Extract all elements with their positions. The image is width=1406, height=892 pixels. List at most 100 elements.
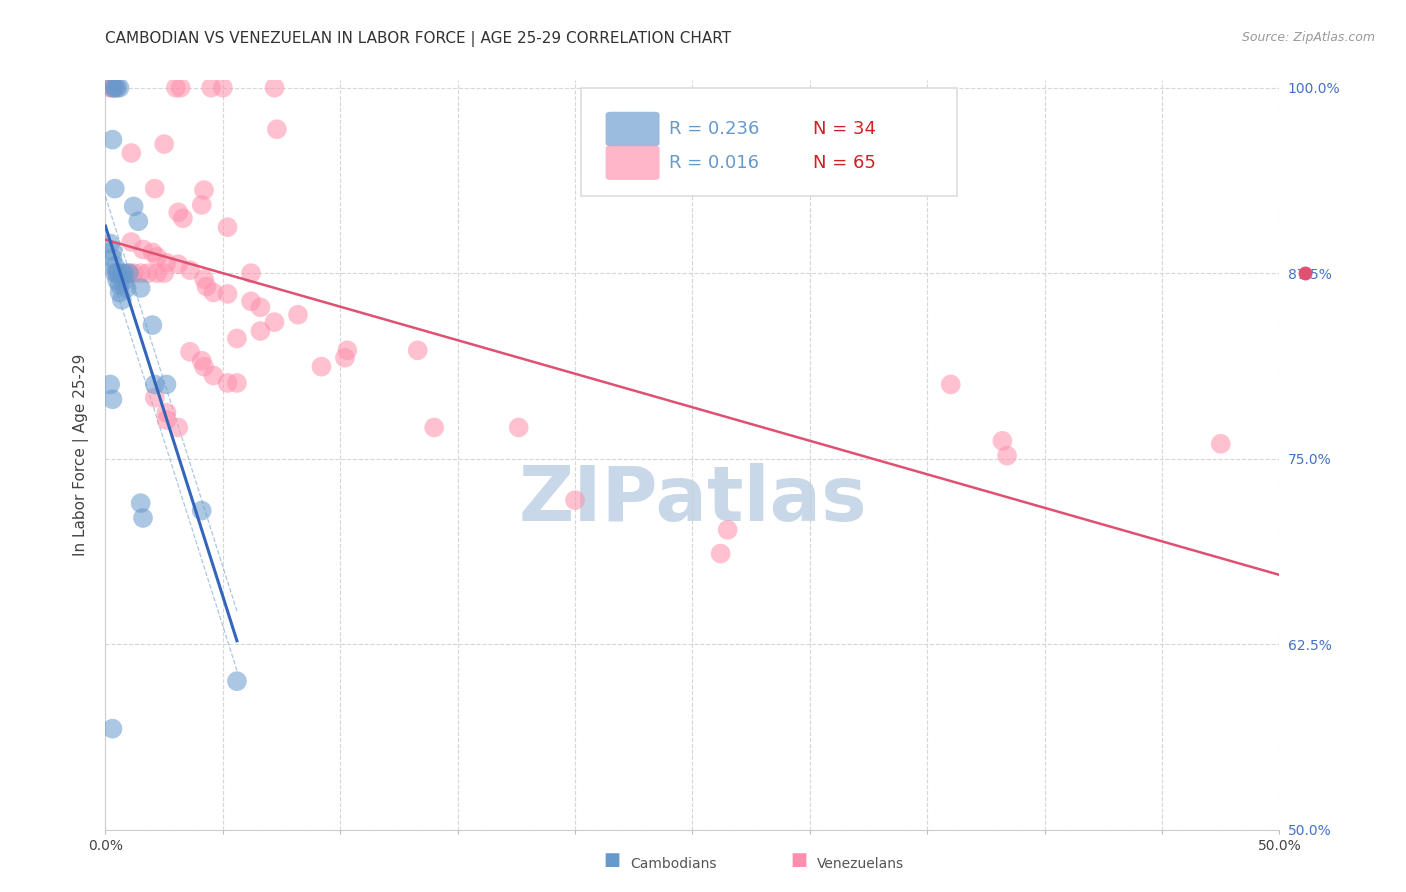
Point [423, 420, 446, 434]
Point [167, 257, 190, 271]
Point [336, 343, 359, 358]
Point [287, 308, 309, 322]
Point [141, 245, 163, 260]
Point [263, 80, 285, 95]
Point [115, 281, 138, 295]
Point [153, 137, 176, 152]
Point [101, 392, 124, 407]
Text: ■: ■ [603, 851, 620, 869]
Point [129, 496, 152, 510]
Point [118, 266, 141, 280]
Point [120, 235, 142, 249]
FancyBboxPatch shape [606, 112, 659, 146]
Point [105, 266, 128, 280]
Text: ZIPatlas: ZIPatlas [519, 463, 866, 537]
FancyBboxPatch shape [581, 87, 956, 196]
Point [217, 287, 239, 301]
Point [101, 252, 124, 266]
Point [991, 434, 1014, 448]
Text: N = 65: N = 65 [814, 153, 876, 171]
FancyBboxPatch shape [606, 145, 659, 180]
Point [226, 331, 249, 345]
Point [995, 449, 1018, 463]
Point [172, 211, 194, 226]
Point [104, 80, 127, 95]
Text: R = 0.236: R = 0.236 [669, 120, 759, 138]
Point [564, 493, 586, 508]
Point [141, 318, 163, 332]
Point [155, 256, 177, 270]
Point [104, 266, 127, 280]
Point [98, 80, 121, 95]
Point [101, 80, 124, 95]
Point [710, 547, 733, 561]
Text: Cambodians: Cambodians [630, 856, 717, 871]
Point [217, 376, 239, 390]
Point [112, 274, 135, 288]
Point [122, 266, 145, 280]
Point [127, 214, 149, 228]
Point [132, 511, 155, 525]
Point [146, 266, 169, 280]
Point [105, 274, 128, 288]
Text: Source: ZipAtlas.com: Source: ZipAtlas.com [1241, 31, 1375, 45]
Point [249, 324, 271, 338]
Point [240, 266, 263, 280]
Point [118, 266, 141, 280]
Point [179, 263, 201, 277]
Point [190, 198, 212, 212]
Point [179, 344, 201, 359]
Point [129, 266, 152, 280]
Point [146, 250, 169, 264]
Point [939, 377, 962, 392]
Point [132, 243, 155, 257]
Point [101, 722, 124, 736]
Text: ■: ■ [790, 851, 807, 869]
Point [98, 377, 121, 392]
Point [165, 80, 187, 95]
Point [155, 377, 177, 392]
Point [122, 199, 145, 213]
Point [193, 272, 215, 286]
Point [136, 266, 159, 280]
Text: CAMBODIAN VS VENEZUELAN IN LABOR FORCE | AGE 25-29 CORRELATION CHART: CAMBODIAN VS VENEZUELAN IN LABOR FORCE |… [105, 31, 731, 47]
Point [508, 420, 530, 434]
Point [202, 285, 225, 300]
Text: N = 34: N = 34 [814, 120, 876, 138]
Point [105, 80, 128, 95]
Point [226, 376, 249, 390]
Point [195, 279, 218, 293]
Point [266, 122, 288, 136]
Point [193, 183, 215, 197]
Point [104, 80, 127, 95]
Point [167, 205, 190, 219]
Point [143, 391, 166, 405]
Point [717, 523, 740, 537]
Point [169, 80, 191, 95]
Point [202, 368, 225, 383]
Point [101, 80, 124, 95]
Point [143, 377, 166, 392]
Y-axis label: In Labor Force | Age 25-29: In Labor Force | Age 25-29 [73, 354, 90, 556]
Point [143, 181, 166, 195]
Point [98, 236, 121, 251]
Point [105, 266, 128, 280]
Point [155, 413, 177, 427]
Point [263, 315, 285, 329]
Point [104, 259, 127, 273]
Point [112, 266, 135, 280]
Point [167, 420, 190, 434]
Point [101, 133, 124, 147]
Point [406, 343, 429, 358]
Point [108, 278, 131, 293]
Point [249, 300, 271, 314]
Point [1209, 437, 1232, 451]
Point [333, 351, 356, 365]
Point [240, 294, 263, 309]
Point [111, 266, 134, 280]
Point [217, 220, 239, 235]
Text: R = 0.016: R = 0.016 [669, 153, 759, 171]
Point [190, 503, 212, 517]
Point [108, 80, 131, 95]
Point [193, 359, 215, 374]
